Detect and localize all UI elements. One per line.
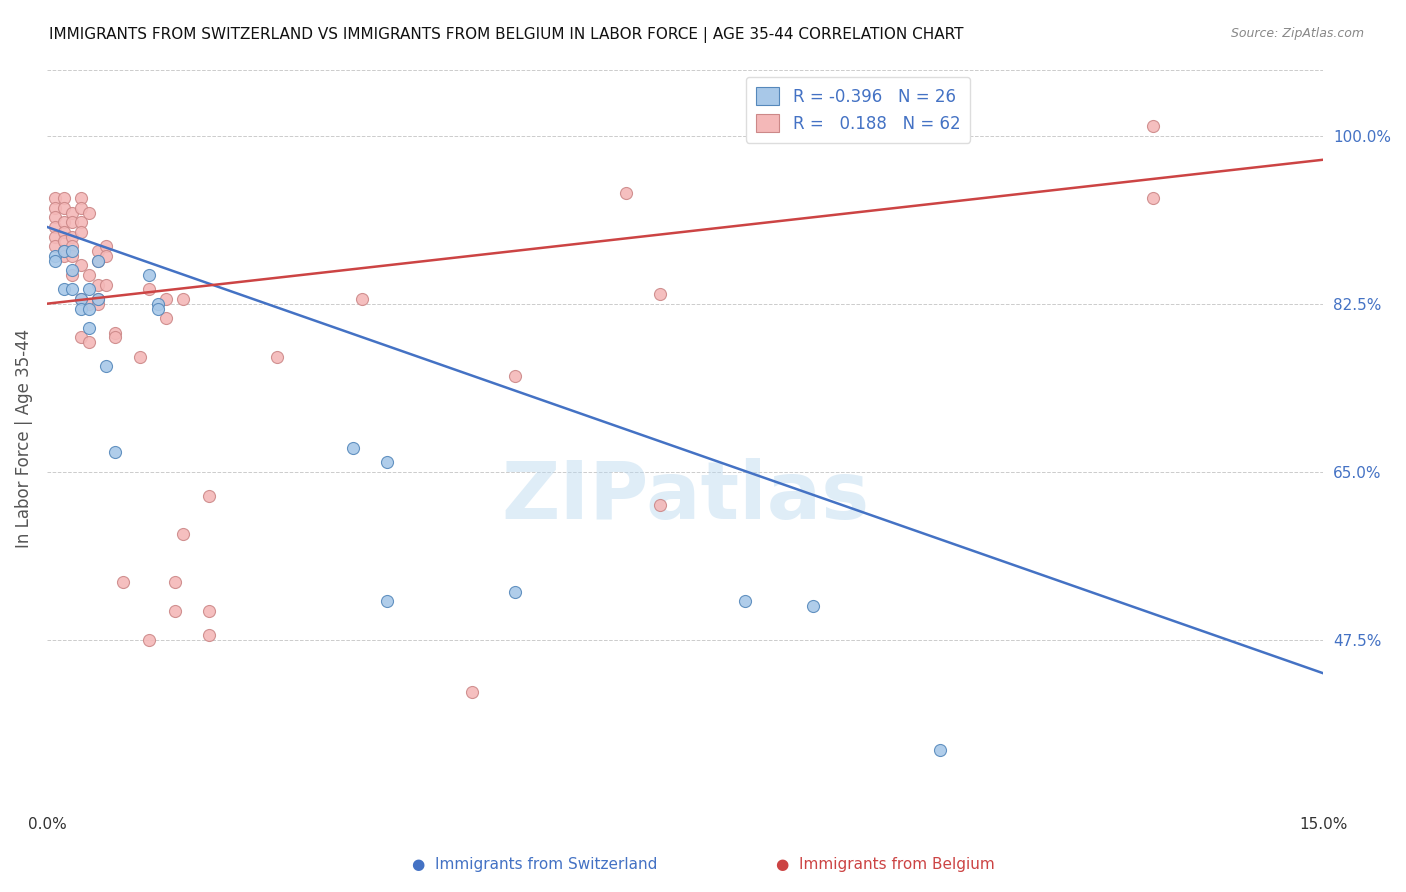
Point xyxy=(52,201,75,215)
Point xyxy=(155,292,177,306)
Point xyxy=(342,441,364,455)
Point xyxy=(138,282,160,296)
Point xyxy=(79,335,101,350)
Text: ZIPatlas: ZIPatlas xyxy=(501,458,869,536)
Point xyxy=(929,743,952,757)
Point xyxy=(70,292,93,306)
Point xyxy=(87,292,110,306)
Point xyxy=(96,359,118,373)
Point xyxy=(52,191,75,205)
Point xyxy=(129,350,152,364)
Point xyxy=(52,282,75,296)
Point xyxy=(96,239,118,253)
Point xyxy=(44,239,66,253)
Point xyxy=(79,320,101,334)
Point xyxy=(44,229,66,244)
Point xyxy=(62,239,84,253)
Point xyxy=(503,584,526,599)
Point xyxy=(1142,191,1164,205)
Point xyxy=(104,445,127,459)
Point xyxy=(87,253,110,268)
Point xyxy=(52,235,75,249)
Point xyxy=(461,685,484,699)
Point xyxy=(172,527,194,541)
Point xyxy=(197,489,219,503)
Point xyxy=(197,604,219,618)
Point xyxy=(96,277,118,292)
Y-axis label: In Labor Force | Age 35-44: In Labor Force | Age 35-44 xyxy=(15,328,32,548)
Point xyxy=(163,575,186,590)
Point xyxy=(648,498,671,512)
Point xyxy=(375,594,398,608)
Point xyxy=(70,215,93,229)
Point xyxy=(87,292,110,306)
Point xyxy=(266,350,288,364)
Point xyxy=(801,599,824,613)
Point xyxy=(44,201,66,215)
Point xyxy=(52,249,75,263)
Text: ●  Immigrants from Belgium: ● Immigrants from Belgium xyxy=(776,857,995,872)
Point xyxy=(614,186,637,201)
Point xyxy=(62,249,84,263)
Point xyxy=(52,215,75,229)
Point xyxy=(104,326,127,340)
Point xyxy=(87,296,110,310)
Legend: R = -0.396   N = 26, R =   0.188   N = 62: R = -0.396 N = 26, R = 0.188 N = 62 xyxy=(747,77,970,143)
Point xyxy=(1142,119,1164,133)
Point xyxy=(87,277,110,292)
Point xyxy=(44,253,66,268)
Point xyxy=(52,244,75,258)
Point xyxy=(172,292,194,306)
Point xyxy=(70,258,93,272)
Point xyxy=(350,292,373,306)
Point xyxy=(503,368,526,383)
Point xyxy=(52,225,75,239)
Point xyxy=(146,296,169,310)
Point xyxy=(87,253,110,268)
Point xyxy=(87,244,110,258)
Point xyxy=(70,201,93,215)
Point xyxy=(79,268,101,282)
Point xyxy=(70,301,93,316)
Point xyxy=(62,205,84,219)
Point xyxy=(138,632,160,647)
Point xyxy=(104,330,127,344)
Point xyxy=(44,191,66,205)
Point xyxy=(70,191,93,205)
Point xyxy=(62,244,84,258)
Point xyxy=(146,301,169,316)
Point xyxy=(138,268,160,282)
Point xyxy=(648,287,671,301)
Point xyxy=(155,311,177,326)
Point xyxy=(62,229,84,244)
Point xyxy=(163,604,186,618)
Point xyxy=(70,292,93,306)
Point xyxy=(197,628,219,642)
Text: Source: ZipAtlas.com: Source: ZipAtlas.com xyxy=(1230,27,1364,40)
Point xyxy=(62,282,84,296)
Point xyxy=(44,211,66,225)
Point xyxy=(70,225,93,239)
Point xyxy=(734,594,756,608)
Point xyxy=(44,249,66,263)
Point xyxy=(79,282,101,296)
Point xyxy=(62,263,84,277)
Point xyxy=(112,575,135,590)
Point xyxy=(52,244,75,258)
Text: IMMIGRANTS FROM SWITZERLAND VS IMMIGRANTS FROM BELGIUM IN LABOR FORCE | AGE 35-4: IMMIGRANTS FROM SWITZERLAND VS IMMIGRANT… xyxy=(49,27,963,43)
Point xyxy=(70,330,93,344)
Point xyxy=(79,205,101,219)
Point xyxy=(375,455,398,469)
Point xyxy=(44,219,66,234)
Point xyxy=(62,215,84,229)
Text: ●  Immigrants from Switzerland: ● Immigrants from Switzerland xyxy=(412,857,657,872)
Point xyxy=(79,296,101,310)
Point xyxy=(62,268,84,282)
Point xyxy=(96,249,118,263)
Point xyxy=(79,301,101,316)
